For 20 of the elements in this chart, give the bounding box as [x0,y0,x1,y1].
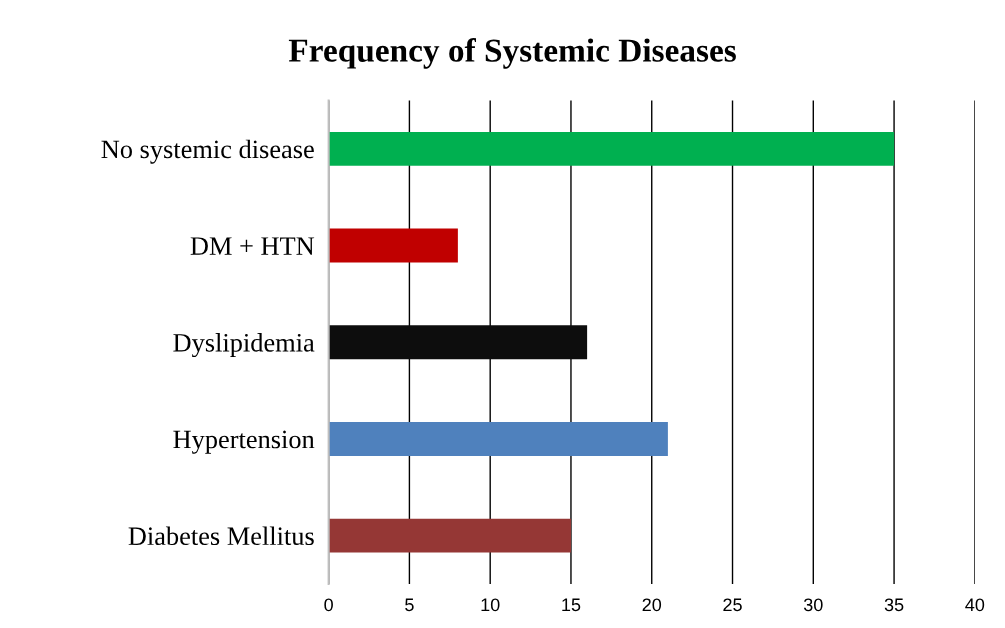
chart-title: Frequency of Systemic Diseases [288,38,736,69]
y-tick-label: No systemic disease [101,139,314,164]
y-tick-label: Hypertension [173,430,315,454]
bar [328,325,588,360]
x-tick-label: 30 [803,598,823,612]
bar [328,228,458,263]
bar [328,518,571,553]
x-tick-label: 20 [642,598,662,612]
x-tick-label: 35 [884,598,904,612]
bar [328,131,895,166]
y-tick-label: Dyslipidemia [173,333,315,358]
x-tick-label: 25 [723,598,742,612]
y-tick-label: Diabetes Mellitus [128,526,314,546]
x-tick-label: 10 [481,598,500,612]
bar [328,422,668,456]
x-tick-label: 5 [405,598,414,612]
x-tick-label: 40 [965,598,985,612]
x-tick-label: 15 [562,598,581,612]
y-tick-label: DM + HTN [190,237,315,255]
x-tick-label: 0 [324,598,333,612]
